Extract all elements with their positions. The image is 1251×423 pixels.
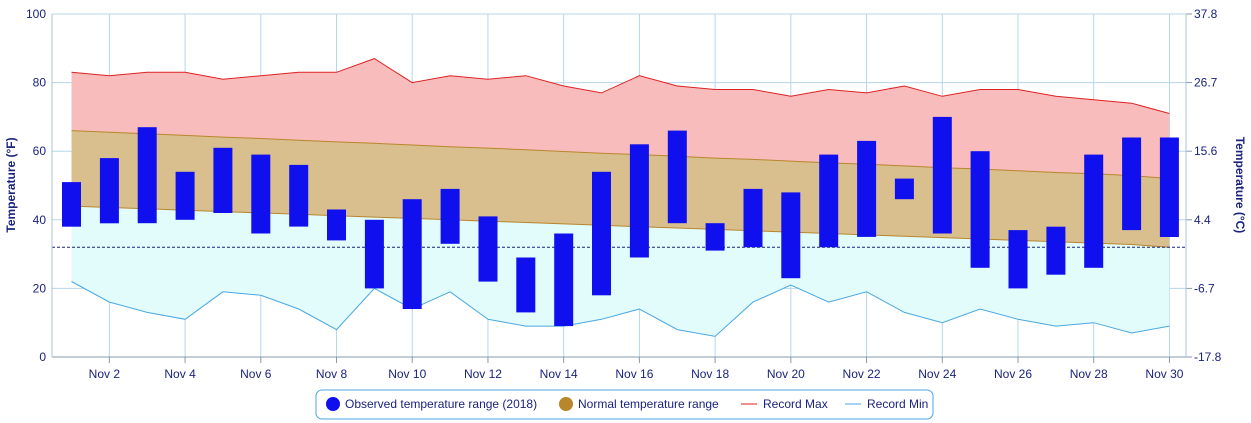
observed-bar <box>819 154 839 248</box>
x-tick-label: Nov 4 <box>164 367 196 381</box>
left-y-tick-label: 20 <box>33 281 47 295</box>
observed-bar <box>743 188 763 248</box>
x-tick-label: Nov 18 <box>691 367 729 381</box>
observed-legend-dot <box>326 397 340 411</box>
observed-bar <box>970 151 990 268</box>
x-tick-label: Nov 8 <box>316 367 348 381</box>
right-y-tick-label: 26.7 <box>1194 76 1218 90</box>
observed-bar <box>478 216 498 282</box>
observed-bar <box>516 257 536 313</box>
x-tick-label: Nov 10 <box>388 367 426 381</box>
x-tick-label: Nov 24 <box>918 367 956 381</box>
right-y-ticks: -17.8 -6.7 4.4 15.6 26.7 37.8 <box>1186 7 1222 364</box>
observed-bar <box>213 147 233 213</box>
observed-bar <box>705 223 725 251</box>
observed-bar <box>137 127 157 224</box>
left-y-tick-label: 0 <box>39 350 46 364</box>
x-tick-label: Nov 12 <box>464 367 502 381</box>
right-y-tick-label: -6.7 <box>1194 281 1215 295</box>
left-y-ticks: 0 20 40 60 80 100 <box>26 7 46 364</box>
observed-bar <box>402 199 422 309</box>
x-tick-label: Nov 30 <box>1145 367 1183 381</box>
x-ticks: Nov 2 Nov 4 Nov 6 Nov 8 Nov 10 Nov 12 Nov 14 No… <box>89 357 1184 381</box>
legend-label-record-min: Record Min <box>867 397 928 411</box>
x-tick-label: Nov 16 <box>615 367 653 381</box>
observed-bar <box>1084 154 1104 268</box>
observed-bar <box>1008 230 1028 289</box>
left-y-tick-label: 40 <box>33 213 47 227</box>
x-tick-label: Nov 2 <box>89 367 121 381</box>
observed-bar <box>1046 226 1066 275</box>
legend-item-normal[interactable]: Normal temperature range <box>559 397 719 411</box>
observed-bar <box>327 209 346 241</box>
legend-item-record-max[interactable]: Record Max <box>741 397 828 411</box>
observed-bar <box>175 171 195 220</box>
x-tick-label: Nov 20 <box>767 367 805 381</box>
record-max-line <box>71 58 1170 114</box>
observed-bar <box>289 164 309 227</box>
observed-bar <box>781 192 801 279</box>
legend-box <box>315 389 934 420</box>
observed-bar <box>99 158 119 224</box>
observed-bar <box>1122 137 1142 231</box>
x-tick-label: Nov 26 <box>994 367 1032 381</box>
legend-item-record-min[interactable]: Record Min <box>845 397 928 411</box>
observed-bar <box>364 219 384 289</box>
observed-bar <box>1159 137 1179 237</box>
left-y-tick-label: 100 <box>26 7 46 21</box>
normal-range-fill <box>71 130 1170 248</box>
right-y-tick-label: 15.6 <box>1194 144 1218 158</box>
x-tick-label: Nov 14 <box>540 367 578 381</box>
observed-bar <box>554 233 574 327</box>
record-min-line <box>71 281 1170 337</box>
observed-bar <box>629 144 649 258</box>
legend: Observed temperature range (2018) Normal… <box>315 389 934 420</box>
left-axis-title: Temperature (°F) <box>4 137 18 232</box>
observed-bar <box>857 140 877 237</box>
observed-bar <box>62 182 81 227</box>
left-y-tick-label: 80 <box>33 76 47 90</box>
right-y-tick-label: 4.4 <box>1194 213 1211 227</box>
legend-item-observed[interactable]: Observed temperature range (2018) <box>326 397 537 411</box>
observed-bar <box>440 188 460 244</box>
x-tick-label: Nov 28 <box>1070 367 1108 381</box>
right-y-tick-label: -17.8 <box>1194 350 1222 364</box>
record-max-fill <box>71 58 1170 179</box>
observed-bar <box>932 116 952 234</box>
legend-label-record-max: Record Max <box>763 397 828 411</box>
right-y-tick-label: 37.8 <box>1194 7 1218 21</box>
legend-label-normal: Normal temperature range <box>578 397 719 411</box>
right-axis-title: Temperature (°C) <box>1233 137 1247 234</box>
observed-bar <box>251 154 271 234</box>
record-max-area <box>71 58 1170 179</box>
legend-label-observed: Observed temperature range (2018) <box>345 397 537 411</box>
observed-bar <box>592 171 611 296</box>
normal-legend-dot <box>559 397 573 411</box>
left-y-tick-label: 60 <box>33 144 47 158</box>
observed-bar <box>894 178 914 200</box>
observed-bars <box>62 116 1179 327</box>
observed-bar <box>667 130 687 224</box>
x-tick-label: Nov 22 <box>843 367 881 381</box>
x-tick-label: Nov 6 <box>240 367 272 381</box>
